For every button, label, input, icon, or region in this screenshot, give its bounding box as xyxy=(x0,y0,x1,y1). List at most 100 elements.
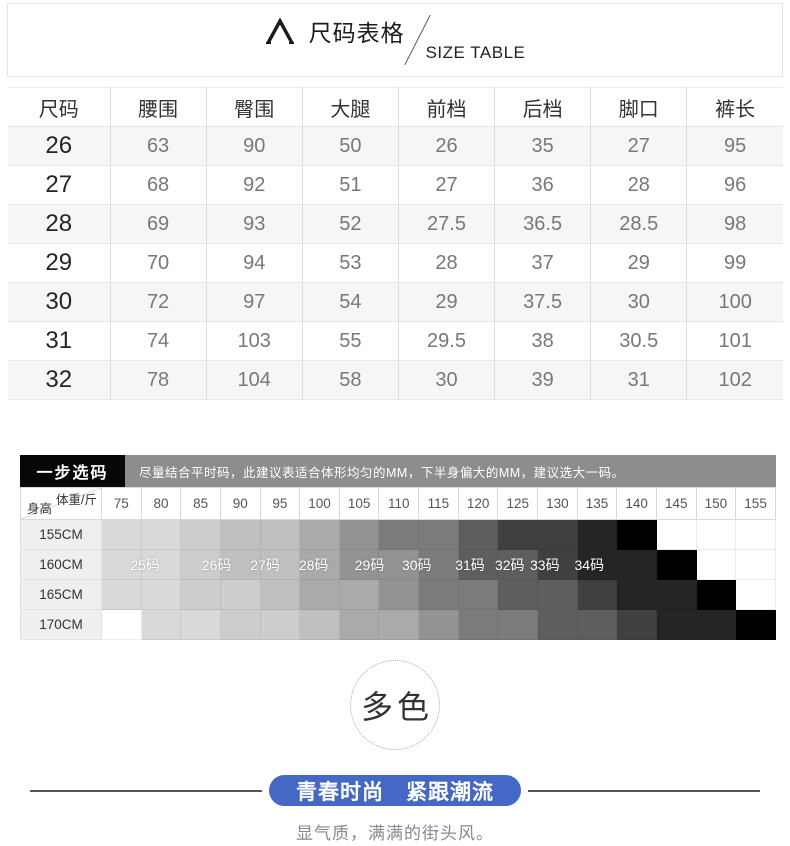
shade-cell xyxy=(260,550,301,580)
shade-cell xyxy=(300,550,340,580)
table-row: 26 63 90 50 26 35 27 95 xyxy=(8,126,783,166)
shade-cell xyxy=(379,520,420,550)
value-cell: 78 xyxy=(110,360,207,400)
shade-cell xyxy=(538,520,578,550)
height-label-cell: 160CM xyxy=(20,550,102,580)
shade-cell xyxy=(617,580,657,610)
grid-row: 165CM xyxy=(20,580,776,610)
shade-cell xyxy=(339,580,380,610)
value-cell: 97 xyxy=(206,282,303,322)
shade-cell xyxy=(617,550,657,580)
size-table-header-cell: 裤长 xyxy=(686,87,783,127)
shade-cell xyxy=(498,580,539,610)
shade-cell xyxy=(181,550,221,580)
value-cell: 27 xyxy=(590,126,688,166)
value-cell: 37 xyxy=(494,243,592,283)
shade-cell xyxy=(300,580,340,610)
height-label-cell: 165CM xyxy=(20,580,102,610)
size-cell: 28 xyxy=(8,204,111,244)
value-cell: 28.5 xyxy=(590,204,688,244)
value-cell: 36 xyxy=(494,165,592,205)
grid-row: 170CM xyxy=(20,610,776,640)
shade-cell xyxy=(379,610,420,640)
shade-cell xyxy=(696,520,737,550)
size-band-label: 26码 xyxy=(201,557,232,573)
shade-cell xyxy=(181,520,221,550)
shade-cell xyxy=(458,520,499,550)
shade-cell xyxy=(102,580,142,610)
value-cell: 36.5 xyxy=(494,204,592,244)
size-table-header-cell: 臀围 xyxy=(206,87,303,127)
value-cell: 26 xyxy=(398,126,496,166)
shade-cell xyxy=(260,580,301,610)
value-cell: 95 xyxy=(686,126,783,166)
shade-cell xyxy=(656,550,697,580)
shade-strip xyxy=(102,610,776,640)
shade-cell xyxy=(379,550,420,580)
shade-cell xyxy=(141,610,182,640)
size-table-header-cell: 尺码 xyxy=(8,87,111,127)
weight-header-cell: 105 xyxy=(339,487,380,520)
value-cell: 50 xyxy=(302,126,399,166)
shade-cell xyxy=(419,520,459,550)
shade-cell xyxy=(220,580,261,610)
shade-cell xyxy=(339,520,380,550)
page-title: 尺码表格 xyxy=(308,20,405,46)
value-cell: 102 xyxy=(686,360,783,400)
size-band-label: 33码 xyxy=(530,557,560,573)
shade-cell xyxy=(577,610,618,640)
shade-cell xyxy=(102,520,142,550)
size-band-label: 31码 xyxy=(455,557,485,573)
value-cell: 92 xyxy=(206,165,303,205)
shade-cell xyxy=(181,580,221,610)
value-cell: 94 xyxy=(206,243,303,283)
shade-cell xyxy=(458,580,499,610)
table-row: 31 74 103 55 29.5 38 30.5 101 xyxy=(8,321,783,361)
value-cell: 103 xyxy=(206,321,303,361)
value-cell: 99 xyxy=(686,243,783,283)
size-band-label: 32码 xyxy=(494,557,525,573)
value-cell: 35 xyxy=(494,126,592,166)
value-cell: 27.5 xyxy=(398,204,496,244)
value-cell: 52 xyxy=(302,204,399,244)
table-row: 29 70 94 53 28 37 29 99 xyxy=(8,243,783,283)
shade-cell xyxy=(736,520,776,550)
shade-cell xyxy=(141,580,182,610)
bottom-caption: 显气质，满满的街头风。 xyxy=(296,824,494,843)
size-table: 尺码 腰围 臀围 大腿 前档 后档 脚口 裤长 26 63 90 50 26 35 27 95 27 68 92 5… xyxy=(8,87,783,400)
weight-header-cell: 145 xyxy=(656,487,697,520)
grid-body: 155CM 160CM 25码 26码 27码 28码 29码 30码 31码 32码 33码 34码… xyxy=(20,520,776,640)
shade-cell xyxy=(419,580,459,610)
shade-cell xyxy=(260,520,301,550)
shade-cell xyxy=(102,550,142,580)
brand-header: 尺码表格 SIZE TABLE xyxy=(7,3,783,77)
size-band-label: 30码 xyxy=(401,557,432,573)
weight-header-cell: 135 xyxy=(577,487,618,520)
banner-pill: 青春时尚 紧跟潮流 xyxy=(269,775,521,806)
height-label-cell: 170CM xyxy=(20,610,102,640)
shade-cell xyxy=(498,610,539,640)
size-table-header-row: 尺码 腰围 臀围 大腿 前档 后档 脚口 裤长 xyxy=(8,87,783,127)
table-row: 30 72 97 54 29 37.5 30 100 xyxy=(8,282,783,322)
size-cell: 26 xyxy=(8,126,111,166)
shade-cell xyxy=(458,610,499,640)
weight-header-cell: 90 xyxy=(220,487,261,520)
value-cell: 29.5 xyxy=(398,321,496,361)
shade-cell xyxy=(656,580,697,610)
shade-cell xyxy=(419,610,459,640)
shade-cell xyxy=(538,550,578,580)
shade-strip xyxy=(102,580,776,610)
shade-cell xyxy=(498,520,539,550)
grid-header-row: 体重/斤 身高 75 80 85 90 95 100 105 110 115 120 125 130 1… xyxy=(20,487,776,520)
size-band-label: 28码 xyxy=(298,557,329,573)
size-cell: 30 xyxy=(8,282,111,322)
weight-header-cell: 150 xyxy=(696,487,737,520)
value-cell: 29 xyxy=(590,243,688,283)
shade-cell xyxy=(538,580,578,610)
value-cell: 31 xyxy=(590,360,688,400)
weight-header-cell: 140 xyxy=(617,487,657,520)
shade-cell xyxy=(696,580,737,610)
size-band-label: 29码 xyxy=(354,557,385,573)
size-band-label: 34码 xyxy=(574,557,605,573)
size-cell: 32 xyxy=(8,360,111,400)
